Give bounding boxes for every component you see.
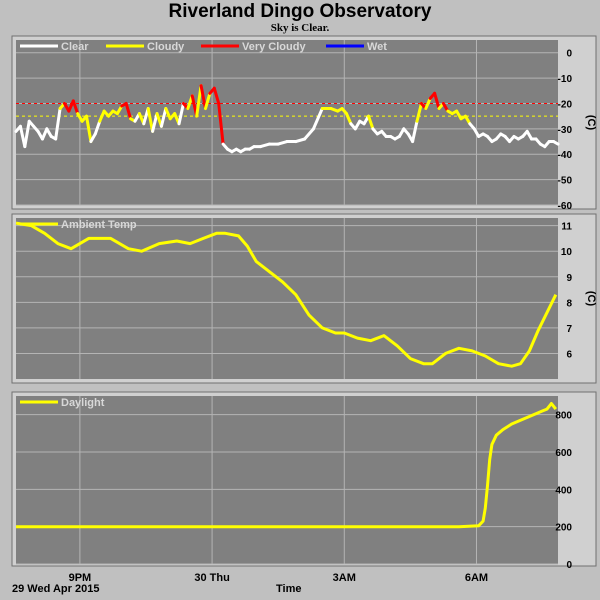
legend-label: Clear: [61, 41, 89, 53]
x-axis-label: Time: [276, 583, 302, 595]
y-tick-label: -40: [558, 150, 573, 161]
sky-series-segment: [276, 140, 289, 146]
y-tick-label: 8: [566, 298, 572, 309]
daylight-series-line: [16, 402, 557, 529]
sky-series-segment: [424, 96, 432, 111]
sky-series-segment: [212, 86, 221, 105]
date-label: 29 Wed Apr 2015: [12, 583, 100, 595]
sky-series-segment: [93, 119, 102, 136]
sky-series-segment: [344, 112, 353, 126]
y-tick-label: -10: [558, 74, 573, 85]
sky-series-segment: [159, 107, 168, 128]
y-tick-label: 7: [566, 324, 572, 335]
x-tick-label: 3AM: [333, 572, 356, 584]
y-tick-label: -60: [558, 201, 573, 212]
y-tick-label: 0: [566, 49, 572, 60]
legend-label: Wet: [367, 41, 387, 53]
sky-series-segment: [199, 84, 207, 111]
legend-label: Very Cloudy: [242, 41, 306, 53]
y-tick-label: -30: [558, 125, 573, 136]
y-axis-unit-label: (C): [585, 115, 597, 131]
sky-series-segment: [124, 101, 133, 121]
panel-plot-area: [16, 396, 558, 564]
sky-series-segment: [54, 107, 62, 141]
sky-series-segment: [433, 91, 441, 111]
sky-series-segment: [151, 112, 159, 133]
sky-series-segment: [85, 114, 93, 144]
daylight-panel: 800 600 400 200 0 Daylight: [11, 391, 597, 571]
x-axis: 9PM 30 Thu 3AM 6AM: [69, 572, 489, 584]
sky-series-segment: [311, 107, 324, 131]
y-tick-label: 9: [566, 273, 572, 284]
sky-series-segment: [294, 137, 307, 144]
x-tick-label: 6AM: [465, 572, 488, 584]
y-axis-unit-label: (C): [585, 291, 597, 307]
y-tick-label: 200: [555, 523, 572, 534]
sky-status-subtitle: Sky is Clear.: [270, 22, 330, 34]
sky-series-segment: [303, 127, 315, 141]
sky-series-segment: [164, 107, 172, 121]
panel-plot-area: [16, 218, 558, 379]
y-tick-label: 800: [555, 411, 572, 422]
sky-series-segment: [195, 84, 203, 118]
sky-series-segment: [217, 101, 225, 146]
legend-label: Ambient Temp: [61, 219, 137, 231]
sky-series-segment: [23, 119, 31, 149]
legend-label: Daylight: [61, 397, 105, 409]
sky-series-segment: [259, 142, 271, 149]
sky-series-segment: [146, 107, 155, 133]
sky-series-segment: [367, 114, 375, 131]
ambient-series-line: [15, 221, 558, 368]
chart-title: Riverland Dingo Observatory: [168, 1, 432, 22]
y-tick-label: 11: [561, 222, 572, 233]
y-tick-label: 600: [555, 448, 572, 459]
sky-series-segment: [177, 101, 185, 126]
y-tick-label: 400: [555, 485, 572, 496]
y-tick-label: 6: [566, 349, 572, 360]
sky-series-segment: [203, 91, 212, 111]
x-tick-label: 9PM: [69, 572, 92, 584]
ambient-panel: 11 10 9 8 7 6 (C) Ambient Temp: [11, 213, 597, 384]
sky-panel: 0 -10 -20 -30 -40 -50 -60 (C) Clear Cloudy Very Cl…: [11, 35, 597, 212]
x-tick-label: 30 Thu: [194, 572, 229, 584]
y-tick-label: -50: [558, 176, 573, 187]
sky-series-segment: [552, 140, 560, 146]
y-tick-label: 10: [561, 247, 573, 258]
sky-series-segment: [415, 101, 423, 123]
y-tick-label: 0: [566, 560, 572, 571]
y-tick-label: -20: [558, 99, 573, 110]
legend-label: Cloudy: [147, 41, 185, 53]
sky-series-segment: [98, 109, 106, 123]
sky-series-segment: [411, 119, 419, 144]
sky-series-segment: [71, 99, 80, 116]
